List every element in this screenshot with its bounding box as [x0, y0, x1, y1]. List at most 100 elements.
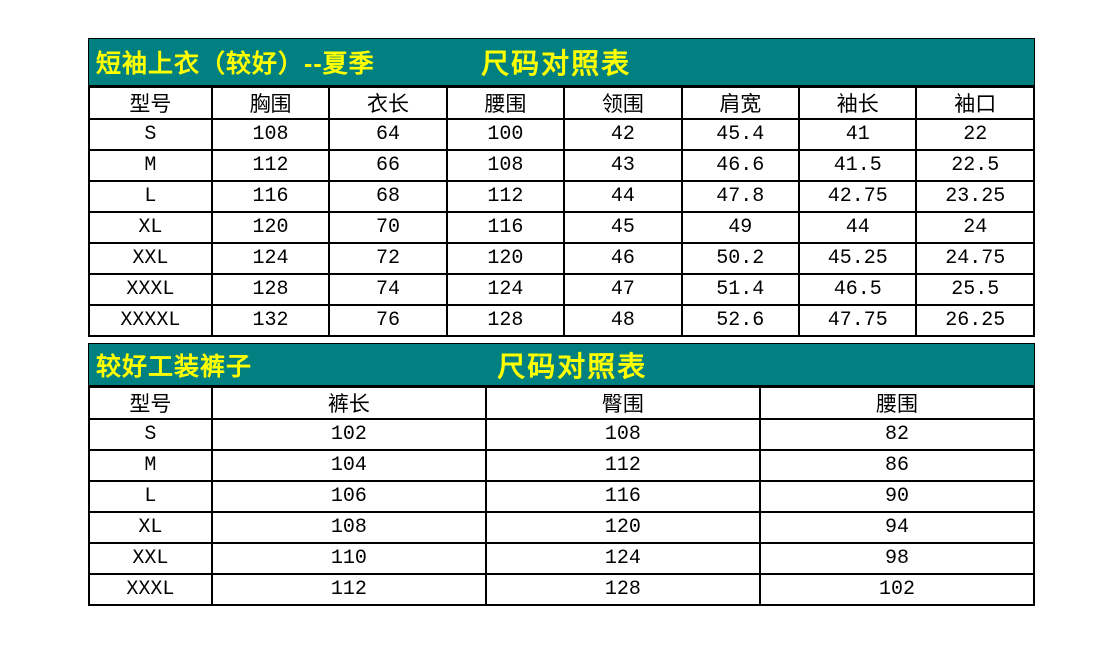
measurement-cell: 128 [484, 573, 761, 606]
measurement-cell: 120 [210, 211, 331, 244]
measurement-cell: 26.25 [915, 304, 1035, 337]
measurement-cell: 112 [484, 449, 761, 482]
pants-banner-subtitle: 尺码对照表 [497, 350, 648, 382]
column-header: 衣长 [328, 86, 448, 120]
measurement-cell: 112 [210, 149, 331, 182]
table-row: XXXL 128 74 124 47 51.4 46.5 25.5 [88, 273, 1035, 306]
column-header: 型号 [88, 86, 213, 120]
measurement-cell: 116 [484, 480, 761, 513]
column-header: 袖口 [915, 86, 1035, 120]
measurement-cell: 132 [210, 304, 331, 337]
table-row: XL 120 70 116 45 49 44 24 [88, 211, 1035, 244]
pants-banner-title: 较好工装裤子 [96, 352, 253, 381]
measurement-cell: 22.5 [915, 149, 1035, 182]
measurement-cell: 98 [758, 542, 1036, 575]
measurement-cell: 128 [445, 304, 566, 337]
measurement-cell: 47.8 [680, 180, 801, 213]
measurement-cell: 45 [563, 211, 683, 244]
measurement-cell: 47.75 [798, 304, 918, 337]
column-header: 领围 [563, 86, 683, 120]
measurement-cell: 128 [210, 273, 331, 306]
column-header: 型号 [88, 386, 213, 420]
measurement-cell: 94 [758, 511, 1036, 544]
table-row: S 102 108 82 [88, 418, 1036, 451]
header-row: 型号 胸围 衣长 腰围 领围 肩宽 袖长 袖口 [88, 86, 1035, 120]
measurement-cell: 108 [484, 418, 761, 451]
measurement-cell: 90 [758, 480, 1036, 513]
size-label-cell: XXXXL [88, 304, 213, 337]
measurement-cell: 102 [210, 418, 487, 451]
measurement-cell: 124 [210, 242, 331, 275]
measurement-cell: 25.5 [915, 273, 1035, 306]
measurement-cell: 46 [563, 242, 683, 275]
measurement-cell: 108 [210, 511, 487, 544]
measurement-cell: 124 [445, 273, 566, 306]
measurement-cell: 23.25 [915, 180, 1035, 213]
measurement-cell: 22 [915, 118, 1035, 151]
measurement-cell: 45.4 [680, 118, 801, 151]
size-label-cell: XL [88, 211, 213, 244]
measurement-cell: 100 [445, 118, 566, 151]
measurement-cell: 112 [445, 180, 566, 213]
measurement-cell: 108 [210, 118, 331, 151]
size-label-cell: XXL [88, 542, 213, 575]
tops-banner-title: 短袖上衣（较好）--夏季 [96, 50, 375, 78]
size-label-cell: XXXL [88, 573, 213, 606]
table-row: L 106 116 90 [88, 480, 1036, 513]
measurement-cell: 49 [680, 211, 801, 244]
size-label-cell: L [88, 480, 213, 513]
measurement-cell: 72 [328, 242, 448, 275]
table-row: L 116 68 112 44 47.8 42.75 23.25 [88, 180, 1035, 213]
measurement-cell: 48 [563, 304, 683, 337]
measurement-cell: 124 [484, 542, 761, 575]
measurement-cell: 42.75 [798, 180, 918, 213]
measurement-cell: 41.5 [798, 149, 918, 182]
measurement-cell: 70 [328, 211, 448, 244]
measurement-cell: 82 [758, 418, 1036, 451]
column-header: 胸围 [210, 86, 331, 120]
table-row: XXL 124 72 120 46 50.2 45.25 24.75 [88, 242, 1035, 275]
size-label-cell: S [88, 418, 213, 451]
measurement-cell: 68 [328, 180, 448, 213]
column-header: 臀围 [484, 386, 761, 420]
tops-size-table: 型号 胸围 衣长 腰围 领围 肩宽 袖长 袖口 S 108 64 100 42 45.4 41 22 M 112 6… [88, 86, 1035, 337]
measurement-cell: 110 [210, 542, 487, 575]
measurement-cell: 116 [445, 211, 566, 244]
measurement-cell: 74 [328, 273, 448, 306]
size-label-cell: S [88, 118, 213, 151]
measurement-cell: 24 [915, 211, 1035, 244]
measurement-cell: 44 [798, 211, 918, 244]
measurement-cell: 44 [563, 180, 683, 213]
column-header: 腰围 [758, 386, 1036, 420]
size-label-cell: M [88, 149, 213, 182]
size-label-cell: XXXL [88, 273, 213, 306]
measurement-cell: 116 [210, 180, 331, 213]
table-row: XXXL 112 128 102 [88, 573, 1036, 606]
measurement-cell: 41 [798, 118, 918, 151]
measurement-cell: 43 [563, 149, 683, 182]
measurement-cell: 106 [210, 480, 487, 513]
measurement-cell: 24.75 [915, 242, 1035, 275]
measurement-cell: 51.4 [680, 273, 801, 306]
tops-banner: 短袖上衣（较好）--夏季 尺码对照表 [88, 38, 1035, 86]
size-chart-page: 短袖上衣（较好）--夏季 尺码对照表 型号 胸围 衣长 腰围 领围 肩宽 袖长 袖口 S 108 6… [88, 38, 1036, 606]
measurement-cell: 42 [563, 118, 683, 151]
measurement-cell: 47 [563, 273, 683, 306]
table-row: M 104 112 86 [88, 449, 1036, 482]
measurement-cell: 104 [210, 449, 487, 482]
measurement-cell: 64 [328, 118, 448, 151]
column-header: 袖长 [798, 86, 918, 120]
measurement-cell: 45.25 [798, 242, 918, 275]
header-row: 型号 裤长 臀围 腰围 [88, 386, 1036, 420]
tops-size-section: 短袖上衣（较好）--夏季 尺码对照表 型号 胸围 衣长 腰围 领围 肩宽 袖长 袖口 S 108 6… [88, 38, 1035, 337]
measurement-cell: 50.2 [680, 242, 801, 275]
tops-banner-subtitle: 尺码对照表 [481, 48, 632, 79]
measurement-cell: 66 [328, 149, 448, 182]
measurement-cell: 120 [445, 242, 566, 275]
measurement-cell: 52.6 [680, 304, 801, 337]
measurement-cell: 120 [484, 511, 761, 544]
pants-size-section: 较好工装裤子 尺码对照表 型号 裤长 臀围 腰围 S 102 108 82 M 104 112 86 L… [88, 343, 1036, 606]
size-label-cell: XXL [88, 242, 213, 275]
measurement-cell: 46.6 [680, 149, 801, 182]
measurement-cell: 108 [445, 149, 566, 182]
